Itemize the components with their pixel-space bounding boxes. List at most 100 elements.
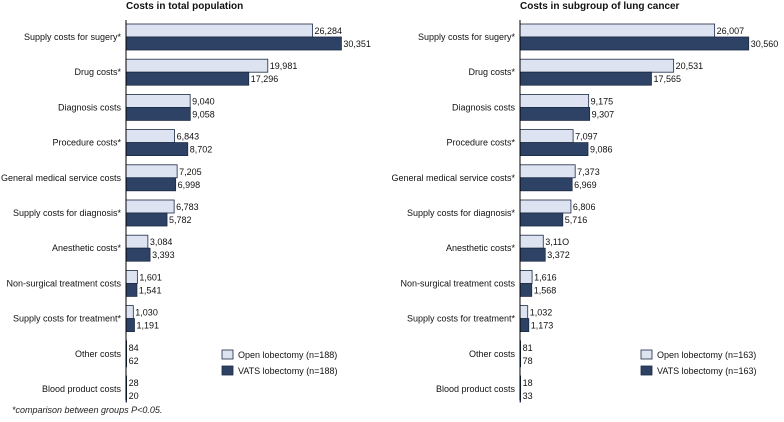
category-label: Blood product costs xyxy=(436,384,516,394)
bar-vats xyxy=(519,318,530,333)
category-label: Anesthetic costs* xyxy=(52,243,122,253)
bar-open xyxy=(519,305,529,320)
value-label-open: 7,205 xyxy=(179,167,202,177)
value-label-open: 26,007 xyxy=(717,26,745,36)
bar-open xyxy=(519,234,544,249)
bar-vats xyxy=(519,107,591,121)
value-label-vats: 5,716 xyxy=(565,215,588,225)
value-label-open: 84 xyxy=(129,343,139,353)
value-label-vats: 3,393 xyxy=(152,250,175,260)
value-label-open: 20,531 xyxy=(676,61,704,71)
category-label: Supply costs for diagnosis* xyxy=(13,208,122,218)
value-label-open: 3,084 xyxy=(150,237,173,247)
category-label: Drug costs* xyxy=(74,67,121,77)
category-label: Diagnosis costs xyxy=(58,102,122,112)
value-label-vats: 9,307 xyxy=(592,109,615,119)
bar-vats xyxy=(519,282,533,297)
value-label-open: 1,032 xyxy=(530,308,553,318)
value-label-vats: 9,058 xyxy=(192,109,215,119)
bar-vats xyxy=(519,36,750,51)
bar-open xyxy=(519,269,533,284)
bar-open xyxy=(125,305,134,320)
legend-label-open: Open lobectomy (n=188) xyxy=(238,350,337,360)
value-label-vats: 8,702 xyxy=(190,145,213,155)
value-label-open: 1,601 xyxy=(139,272,162,282)
category-label: Non-surgical treatment costs xyxy=(400,278,515,288)
category-label: Non-surgical treatment costs xyxy=(6,278,121,288)
value-label-vats: 6,998 xyxy=(178,180,201,190)
category-label: Procedure costs* xyxy=(52,138,121,148)
footnote: *comparison between groups P<0.05. xyxy=(12,405,163,415)
chart-title-2: Costs in subgroup of lung cancer xyxy=(520,1,680,12)
category-label: Diagnosis costs xyxy=(452,102,516,112)
bar-vats xyxy=(519,212,564,227)
category-label: Supply costs for sugery* xyxy=(24,32,122,42)
category-label: Anesthetic costs* xyxy=(446,243,516,253)
value-label-vats: 1,568 xyxy=(534,285,557,295)
category-label: Supply costs for diagnosis* xyxy=(407,208,516,218)
legend-label-open: Open lobectomy (n=163) xyxy=(657,350,756,360)
category-label: Other costs xyxy=(469,349,516,359)
bar-open xyxy=(125,164,178,179)
value-label-open: 9,175 xyxy=(591,96,614,106)
value-label-vats: 17,565 xyxy=(653,74,681,84)
category-label: Procedure costs* xyxy=(446,138,515,148)
chart-title-1: Costs in total population xyxy=(126,1,243,12)
bar-open xyxy=(519,23,716,38)
category-label: Supply costs for treatment* xyxy=(407,314,516,324)
value-label-open: 9,040 xyxy=(192,96,215,106)
bar-vats xyxy=(519,247,546,262)
bar-vats xyxy=(125,107,191,121)
bar-vats xyxy=(125,212,168,227)
bar-open xyxy=(125,234,149,249)
legend-swatch-vats xyxy=(221,365,234,376)
bar-open xyxy=(125,129,175,144)
category-label: Supply costs for sugery* xyxy=(418,32,516,42)
bar-vats xyxy=(125,36,342,51)
legend-swatch-open xyxy=(640,349,653,360)
bar-open xyxy=(519,129,574,144)
value-label-open: 7,097 xyxy=(575,132,598,142)
value-label-vats: 6,969 xyxy=(574,180,597,190)
category-label: Supply costs for treatment* xyxy=(13,314,122,324)
bar-open xyxy=(519,58,675,73)
bar-vats xyxy=(125,247,151,262)
value-label-vats: 3,372 xyxy=(547,250,570,260)
value-label-vats: 30,560 xyxy=(751,39,779,49)
bar-vats xyxy=(125,282,138,297)
value-label-vats: 1,541 xyxy=(139,285,162,295)
bar-open xyxy=(519,199,572,214)
category-label: Blood product costs xyxy=(42,384,122,394)
bar-open xyxy=(519,94,590,108)
bar-vats xyxy=(519,177,573,192)
value-label-vats: 9,086 xyxy=(590,145,613,155)
value-label-vats: 1,173 xyxy=(531,321,554,331)
value-label-open: 26,284 xyxy=(315,26,343,36)
bar-open xyxy=(125,94,191,108)
category-label: General medical service costs* xyxy=(391,173,515,183)
bar-vats xyxy=(125,142,189,157)
legend-swatch-open xyxy=(221,349,234,360)
bar-open xyxy=(125,269,138,284)
value-label-vats: 30,351 xyxy=(343,39,371,49)
bar-open xyxy=(519,164,576,179)
value-label-open: 6,806 xyxy=(573,202,596,212)
legend-label-vats: VATS lobectomy (n=188) xyxy=(238,366,337,376)
bar-open xyxy=(125,58,269,73)
value-label-open: 1,030 xyxy=(135,308,158,318)
bar-vats xyxy=(519,71,652,86)
value-label-vats: 78 xyxy=(523,356,533,366)
value-label-open: 6,783 xyxy=(176,202,199,212)
bar-vats xyxy=(125,318,135,333)
category-label: General medical service costs xyxy=(1,173,122,183)
value-label-vats: 33 xyxy=(523,391,533,401)
value-label-open: 19,981 xyxy=(270,61,298,71)
value-label-open: 1,616 xyxy=(534,272,557,282)
value-label-vats: 1,191 xyxy=(136,321,159,331)
value-label-open: 3,11O xyxy=(545,237,569,247)
value-label-open: 18 xyxy=(523,378,533,388)
legend-swatch-vats xyxy=(640,365,653,376)
bar-vats xyxy=(125,177,177,192)
value-label-vats: 62 xyxy=(129,356,139,366)
